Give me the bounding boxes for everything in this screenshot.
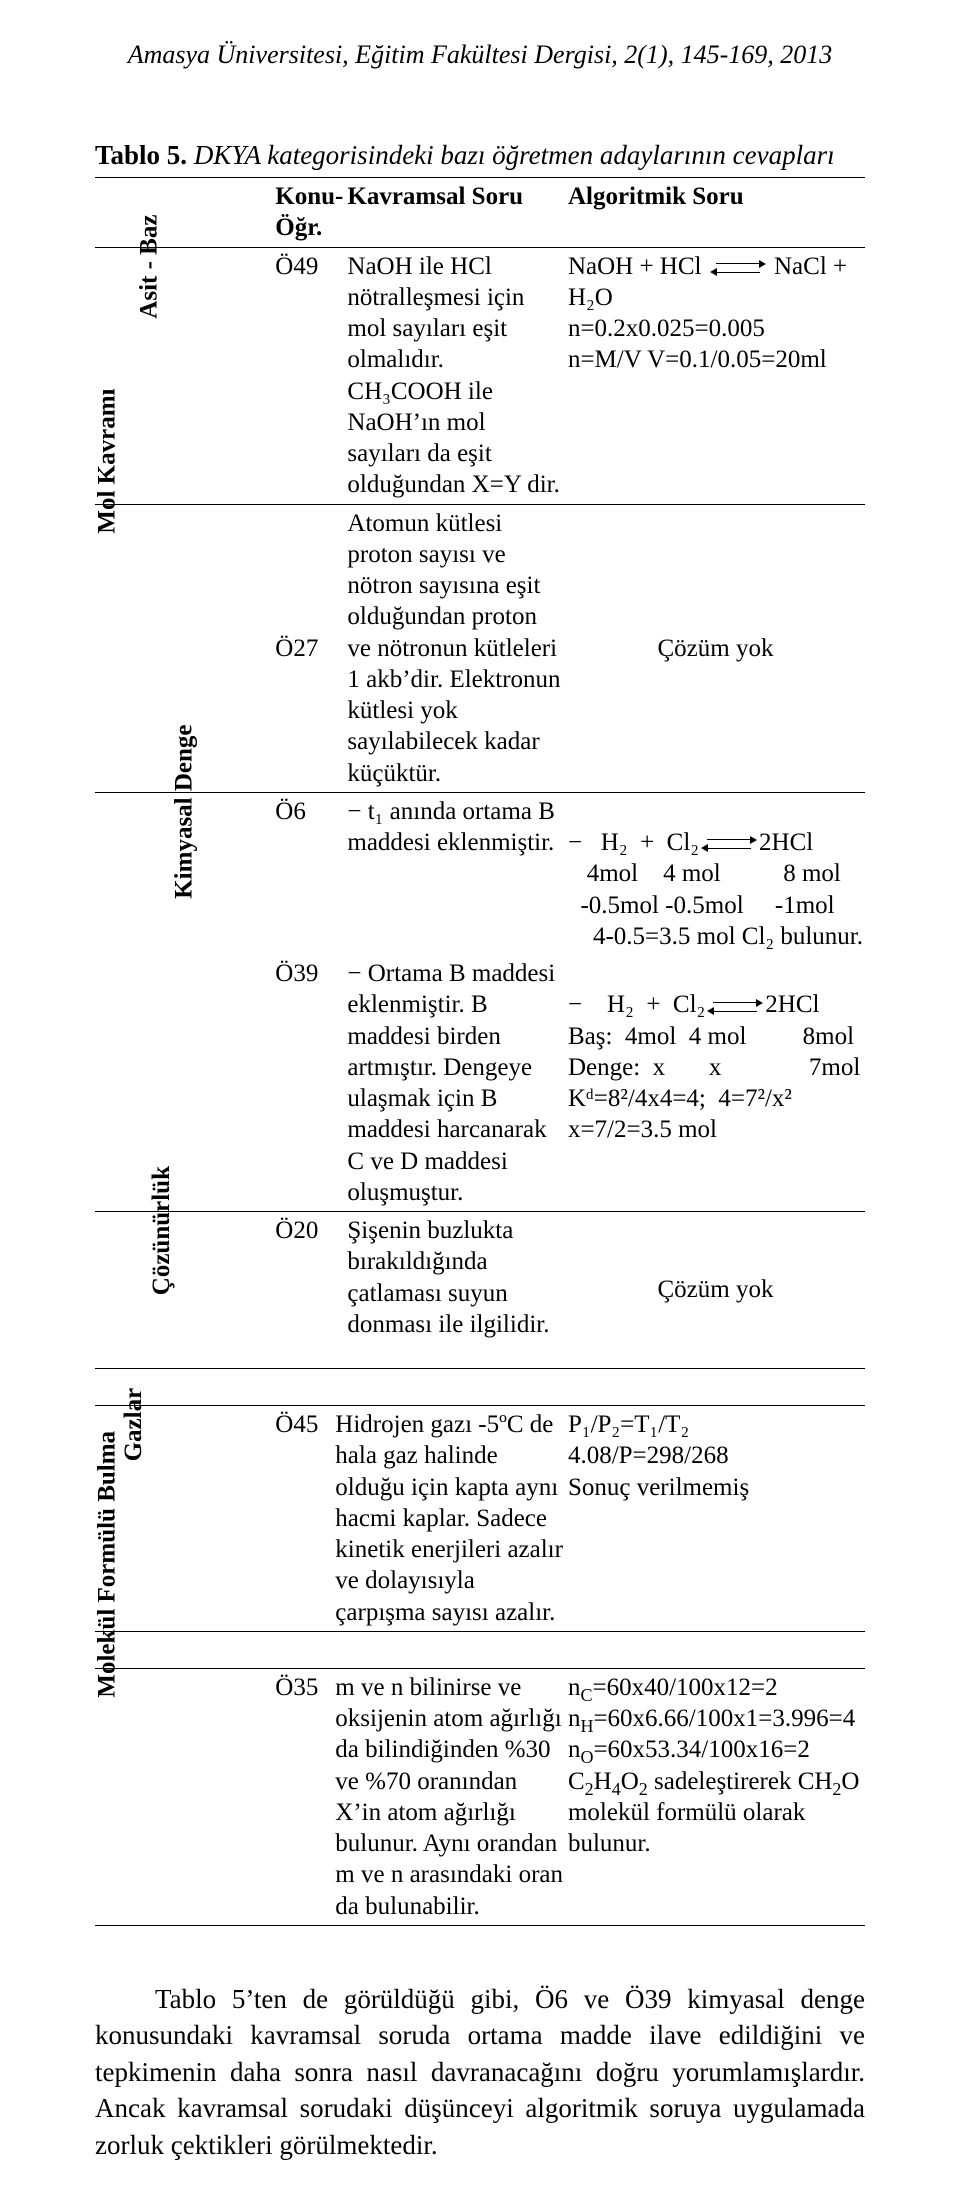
alg-fragment: nH=60x6.66/100x1=3.996=4: [568, 1705, 855, 1732]
side-molekul: Molekül Formülü Bulma: [91, 1677, 122, 1697]
alg-fragment: 4mol 4 mol 8 mol: [568, 860, 841, 887]
table-label: Tablo 5.: [95, 140, 187, 170]
alg-fragment: Baş: 4mol 4 mol 8mol: [568, 1023, 854, 1050]
alg-fragment: -0.5mol -0.5mol -1mol: [568, 892, 835, 919]
resp-id: Ö39: [273, 955, 345, 1212]
equilibrium-arrow-icon: [710, 261, 766, 275]
table-row: Mol Kavramı Ö27 Atomun kütlesi proton sa…: [95, 504, 865, 792]
algoritmik-text: Çözüm yok: [566, 1212, 865, 1369]
alg-fragment: P₁/P₂=T₁/T₂: [568, 1411, 689, 1438]
alg-fragment: − H₂ + Cl₂: [568, 829, 699, 856]
col-konu: Konu-Öğr.: [273, 178, 345, 248]
table-header-row: Konu-Öğr. Kavramsal Soru Algoritmik Soru: [95, 178, 865, 248]
alg-fragment: 4.08/P=298/268: [568, 1442, 729, 1469]
kavramsal-text: Hidrojen gazı -5ºC de hala gaz halinde o…: [333, 1406, 566, 1632]
resp-id: Ö45: [273, 1406, 333, 1632]
alg-fragment: NaOH + HCl: [568, 253, 702, 280]
algoritmik-text: Çözüm yok: [566, 504, 865, 792]
alg-fragment: 4-0.5=3.5 mol Cl₂ bulunur.: [568, 923, 863, 950]
table-row: Kimyasal Denge Ö6 − t₁ anında ortama B m…: [95, 792, 865, 955]
body-text-content: Tablo 5’ten de görüldüğü gibi, Ö6 ve Ö39…: [95, 1984, 865, 2160]
alg-fragment: C2H4O2 sadeleştirerek CH2O molekül formü…: [568, 1768, 860, 1858]
alg-fragment: Denge: x x 7mol: [568, 1054, 860, 1081]
table-title: DKYA kategorisindeki bazı öğretmen adayl…: [194, 140, 835, 170]
alg-fragment: − H₂ + Cl₂: [568, 991, 705, 1018]
kavramsal-text: m ve n bilinirse ve oksijenin atom ağırl…: [333, 1668, 566, 1925]
alg-fragment: n=0.2x0.025=0.005: [568, 315, 765, 342]
table-row: Asit - Baz Ö49 NaOH ile HCl nötralleşmes…: [95, 247, 865, 504]
resp-id: Ö6: [273, 792, 345, 955]
resp-id: Ö49: [273, 247, 345, 504]
resp-id: Ö27: [273, 504, 345, 792]
kavramsal-text: Atomun kütlesi proton sayısı ve nötron s…: [345, 504, 566, 792]
alg-fragment: 2HCl: [765, 991, 819, 1018]
resp-id: Ö20: [273, 1212, 345, 1369]
algoritmik-text: nC=60x40/100x12=2 nH=60x6.66/100x1=3.996…: [566, 1668, 865, 1925]
side-denge: Kimyasal Denge: [169, 724, 200, 898]
algoritmik-text: − H₂ + Cl₂ 2HCl 4mol 4 mol 8 mol -0.5mol …: [566, 792, 865, 955]
side-gazlar: Gazlar: [118, 1388, 149, 1462]
equilibrium-arrow-icon: [707, 1000, 763, 1014]
side-asit-baz: Asit - Baz: [133, 214, 164, 318]
running-head: Amasya Üniversitesi, Eğitim Fakültesi De…: [95, 40, 865, 70]
table-row: Çözünürlük Ö20 Şişenin buzlukta bırakıld…: [95, 1212, 865, 1369]
kavramsal-text: NaOH ile HCl nötralleşmesi için mol sayı…: [345, 247, 566, 504]
kavramsal-text: − Ortama B maddesi eklenmiştir. B maddes…: [345, 955, 566, 1212]
side-cozunurluk: Çözünürlük: [146, 1166, 177, 1295]
alg-fragment: nO=60x53.34/100x16=2: [568, 1736, 810, 1763]
algoritmik-text: NaOH + HCl NaCl + H₂O n=0.2x0.025=0.005 …: [566, 247, 865, 504]
alg-fragment: Kᵈ=8²/4x4=4; 4=7²/x²: [568, 1085, 792, 1112]
alg-fragment: nC=60x40/100x12=2: [568, 1674, 778, 1701]
responses-table: Konu-Öğr. Kavramsal Soru Algoritmik Soru…: [95, 177, 865, 1926]
resp-id: Ö35: [273, 1668, 333, 1925]
kavramsal-text: Şişenin buzlukta bırakıldığında çatlamas…: [345, 1212, 566, 1369]
body-paragraph: Tablo 5’ten de görüldüğü gibi, Ö6 ve Ö39…: [95, 1981, 865, 2163]
alg-fragment: n=M/V V=0.1/0.05=20ml: [568, 346, 827, 373]
alg-fragment: x=7/2=3.5 mol: [568, 1116, 717, 1143]
equilibrium-arrow-icon: [701, 837, 757, 851]
table-row: Molekül Formülü Bulma Ö35 m ve n bilinir…: [95, 1668, 865, 1925]
table-row: Gazlar Ö45 Hidrojen gazı -5ºC de hala ga…: [95, 1406, 865, 1632]
algoritmik-text: P₁/P₂=T₁/T₂ 4.08/P=298/268 Sonuç verilme…: [566, 1406, 865, 1632]
alg-fragment: Sonuç verilmemiş: [568, 1474, 749, 1501]
col-kavramsal: Kavramsal Soru: [345, 178, 566, 248]
algoritmik-text: − H₂ + Cl₂ 2HCl Baş: 4mol 4 mol 8mol Deng…: [566, 955, 865, 1212]
kavramsal-text: − t₁ anında ortama B maddesi eklenmiştir…: [345, 792, 566, 955]
side-mol: Mol Kavramı: [91, 513, 122, 533]
table-caption: Tablo 5. DKYA kategorisindeki bazı öğret…: [95, 140, 865, 171]
col-algoritmik: Algoritmik Soru: [566, 178, 865, 248]
alg-fragment: 2HCl: [759, 829, 813, 856]
